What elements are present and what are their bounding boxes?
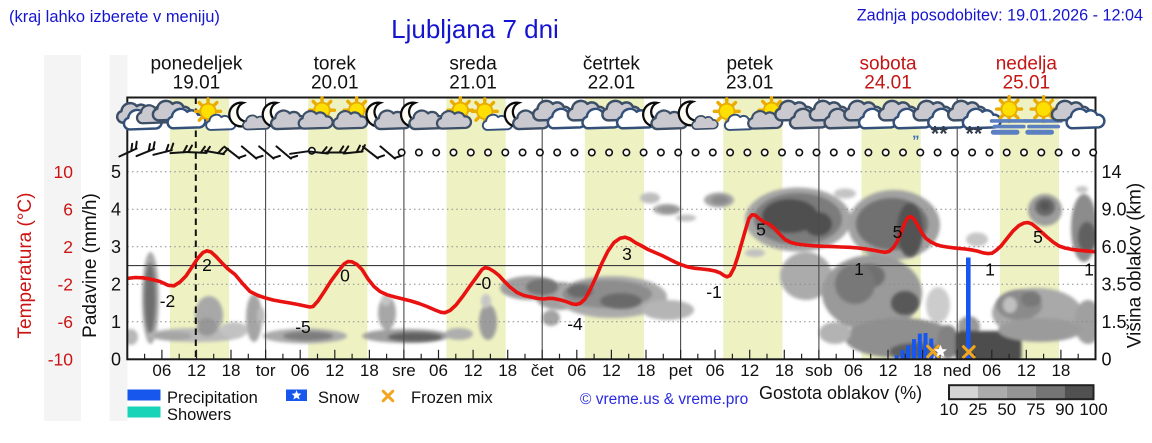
svg-text:sob: sob: [805, 361, 832, 380]
svg-text:0: 0: [111, 349, 121, 369]
svg-text:18: 18: [498, 361, 517, 380]
svg-text:5: 5: [1033, 227, 1043, 247]
svg-text:12: 12: [740, 361, 759, 380]
svg-text:0: 0: [1102, 349, 1112, 369]
svg-text:18: 18: [775, 361, 794, 380]
svg-text:-4: -4: [567, 314, 583, 334]
svg-text:1: 1: [1084, 260, 1094, 280]
svg-text:sreda: sreda: [449, 54, 497, 75]
svg-text:Padavine (mm/h): Padavine (mm/h): [80, 193, 101, 338]
svg-text:3.5: 3.5: [1102, 274, 1127, 294]
svg-text:10: 10: [54, 162, 74, 182]
svg-text:3: 3: [111, 237, 121, 257]
svg-text:9.0: 9.0: [1102, 199, 1127, 219]
svg-text:2: 2: [111, 274, 121, 294]
svg-text:10: 10: [940, 400, 959, 419]
svg-text:06: 06: [982, 361, 1001, 380]
svg-text:nedelja: nedelja: [996, 54, 1058, 75]
svg-text:21.01: 21.01: [449, 73, 497, 94]
svg-text:50: 50: [997, 400, 1016, 419]
svg-text:4: 4: [111, 199, 121, 219]
svg-text:Višina oblakov (km): Višina oblakov (km): [1125, 183, 1146, 348]
svg-text:sobota: sobota: [860, 54, 917, 75]
svg-text:75: 75: [1026, 400, 1045, 419]
svg-text:-1: -1: [706, 282, 722, 302]
svg-text:Showers: Showers: [167, 406, 231, 424]
svg-text:-10: -10: [48, 349, 74, 369]
svg-text:1: 1: [111, 312, 121, 332]
svg-text:Temperatura (°C): Temperatura (°C): [15, 193, 36, 339]
svg-text:25.01: 25.01: [1003, 73, 1051, 94]
svg-text:čet: čet: [531, 361, 554, 380]
svg-text:0: 0: [340, 266, 350, 286]
svg-text:19.01: 19.01: [173, 73, 221, 94]
svg-text:12: 12: [187, 361, 206, 380]
svg-text:100: 100: [1079, 400, 1107, 419]
svg-text:22.01: 22.01: [588, 73, 636, 94]
svg-text:06: 06: [844, 361, 863, 380]
svg-text:1.5: 1.5: [1102, 312, 1127, 332]
svg-text:1: 1: [985, 260, 995, 280]
svg-text:5: 5: [111, 162, 121, 182]
svg-text:-5: -5: [295, 317, 311, 337]
svg-text:12: 12: [1017, 361, 1036, 380]
svg-text:24.01: 24.01: [864, 73, 912, 94]
svg-text:petek: petek: [726, 54, 773, 75]
svg-text:18: 18: [360, 361, 379, 380]
svg-text:Gostota oblakov (%): Gostota oblakov (%): [759, 383, 922, 403]
svg-text:2: 2: [202, 255, 212, 275]
svg-text:3: 3: [622, 244, 632, 264]
svg-text:90: 90: [1055, 400, 1074, 419]
svg-text:Precipitation: Precipitation: [167, 389, 258, 407]
svg-text:6: 6: [63, 199, 73, 219]
svg-text:12: 12: [879, 361, 898, 380]
svg-text:Ljubljana 7 dni: Ljubljana 7 dni: [391, 14, 559, 44]
svg-text:ned: ned: [943, 361, 971, 380]
svg-text:25: 25: [968, 400, 987, 419]
svg-text:Snow: Snow: [318, 389, 359, 407]
svg-text:23.01: 23.01: [726, 73, 774, 94]
svg-text:-6: -6: [57, 312, 73, 332]
svg-text:sre: sre: [392, 361, 416, 380]
svg-text:20.01: 20.01: [311, 73, 359, 94]
svg-text:5: 5: [893, 222, 903, 242]
svg-text:06: 06: [706, 361, 725, 380]
svg-text:(kraj lahko izberete v meniju): (kraj lahko izberete v meniju): [9, 8, 220, 26]
svg-text:18: 18: [1051, 361, 1070, 380]
svg-text:18: 18: [222, 361, 241, 380]
svg-text:Zadnja posodobitev: 19.01.2026: Zadnja posodobitev: 19.01.2026 - 12:04: [857, 7, 1143, 25]
svg-text:ponedeljek: ponedeljek: [150, 54, 242, 75]
svg-text:-0: -0: [476, 273, 492, 293]
svg-text:2: 2: [63, 237, 73, 257]
svg-text:12: 12: [464, 361, 483, 380]
svg-text:06: 06: [429, 361, 448, 380]
svg-text:© vreme.us & vreme.pro: © vreme.us & vreme.pro: [580, 391, 748, 408]
svg-text:12: 12: [325, 361, 344, 380]
svg-text:Frozen mix: Frozen mix: [411, 389, 493, 407]
svg-text:06: 06: [291, 361, 310, 380]
svg-text:-2: -2: [57, 274, 73, 294]
svg-text:6.0: 6.0: [1102, 237, 1127, 257]
svg-text:1: 1: [854, 259, 864, 279]
svg-text:torek: torek: [314, 54, 357, 75]
svg-text:06: 06: [567, 361, 586, 380]
svg-text:12: 12: [602, 361, 621, 380]
svg-text:14: 14: [1102, 162, 1122, 182]
svg-text:5: 5: [756, 220, 766, 240]
svg-text:pet: pet: [669, 361, 693, 380]
svg-text:tor: tor: [256, 361, 276, 380]
svg-text:18: 18: [913, 361, 932, 380]
svg-text:06: 06: [152, 361, 171, 380]
svg-text:četrtek: četrtek: [583, 54, 641, 75]
svg-text:-2: -2: [160, 291, 176, 311]
svg-text:18: 18: [637, 361, 656, 380]
